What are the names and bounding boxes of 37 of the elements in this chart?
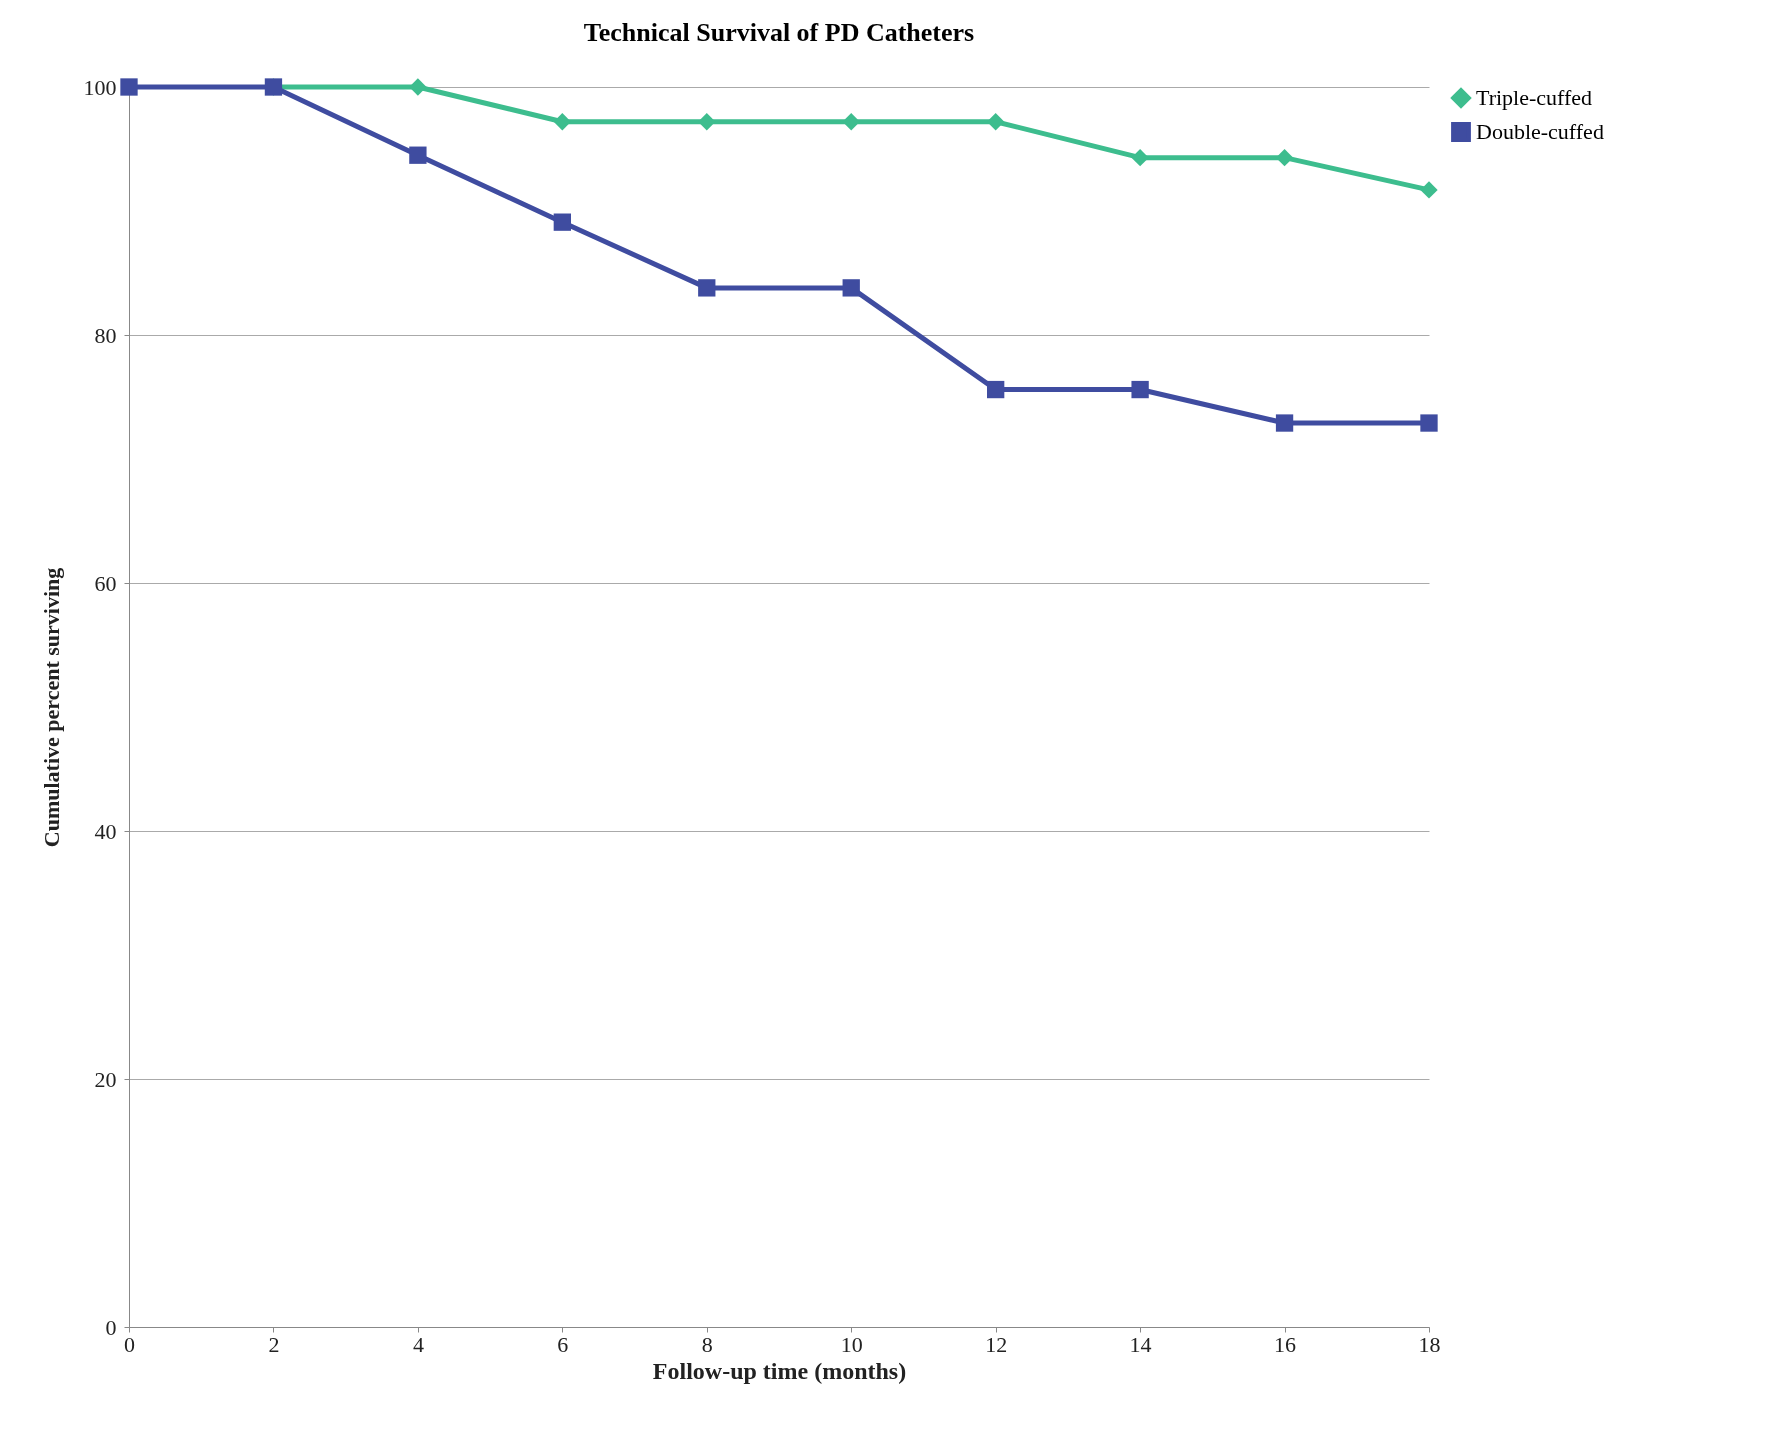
x-tick-label: 14 [1129,1331,1152,1357]
y-tick-label: 80 [94,322,117,348]
x-tick-label: 18 [1418,1331,1441,1357]
point [1275,414,1294,432]
x-tick-label: 4 [412,1331,424,1357]
point [1420,181,1438,199]
point [409,78,427,96]
point [409,146,427,164]
x-tick-label: 0 [124,1331,135,1357]
point [987,380,1005,399]
point [553,113,571,131]
y-tick-label: 100 [83,74,117,100]
point [842,279,860,297]
y-axis-title: Cumulative percent surviving [38,567,64,848]
legend-label: Double-cuffed [1476,119,1604,144]
point [1131,149,1149,167]
y-tick-label: 0 [105,1314,117,1340]
x-tick-label: 10 [840,1331,863,1357]
point [842,113,860,131]
x-tick-label: 12 [985,1331,1008,1357]
x-tick-label: 8 [701,1331,713,1357]
x-tick-label: 6 [557,1331,569,1357]
point [698,279,716,297]
point [553,213,571,231]
point [120,78,138,96]
x-axis-title: Follow-up time (months) [652,1357,907,1384]
chart-title: Technical Survival of PD Catheters [583,18,975,47]
y-tick-label: 20 [94,1066,117,1092]
legend-label: Triple-cuffed [1476,85,1593,110]
point [1420,414,1438,432]
x-tick-label: 16 [1274,1331,1297,1357]
y-tick-label: 60 [94,570,117,596]
y-tick-label: 40 [94,818,117,844]
point [987,113,1005,131]
point [1131,380,1149,399]
x-tick-label: 2 [268,1331,280,1357]
point [698,113,716,131]
